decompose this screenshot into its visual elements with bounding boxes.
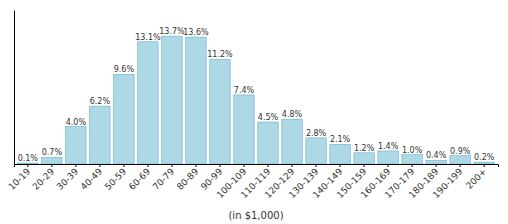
- data-label: 1.2%: [354, 144, 375, 153]
- bar: [114, 74, 134, 164]
- x-tick-mark: [27, 164, 28, 167]
- bar: [402, 155, 422, 164]
- x-axis: 10-1920-2930-3940-4950-5960-6970-7980-89…: [7, 164, 499, 200]
- bar: [282, 119, 302, 164]
- data-label: 13.7%: [159, 27, 185, 36]
- x-tick-mark: [195, 164, 196, 167]
- data-label: 1.0%: [402, 146, 423, 155]
- data-label: 11.2%: [207, 50, 233, 59]
- x-tick: 200+: [464, 164, 489, 191]
- x-tick-mark: [147, 164, 148, 167]
- x-axis-title: (in $1,000): [228, 210, 283, 221]
- data-label: 13.6%: [183, 28, 209, 37]
- x-tick-label: 200+: [464, 166, 489, 191]
- data-labels: 0.1%0.7% 4.0% 6.2% 9.6% 13.1%13.7%13.6% 11.2%…: [18, 27, 495, 163]
- data-label: 1.4%: [378, 142, 399, 151]
- bar: [474, 162, 494, 164]
- bar: [378, 151, 398, 164]
- data-label: 0.9%: [450, 147, 471, 156]
- x-tick-mark: [412, 164, 413, 167]
- x-tick-mark: [268, 164, 269, 167]
- x-tick-mark: [171, 164, 172, 167]
- x-tick-mark: [484, 164, 485, 167]
- x-tick-mark: [316, 164, 317, 167]
- x-tick-mark: [75, 164, 76, 167]
- x-tick-mark: [51, 164, 52, 167]
- x-tick: 70-79: [151, 164, 177, 192]
- x-tick-label: 30-39: [55, 166, 81, 192]
- data-label: 0.2%: [474, 153, 495, 162]
- x-tick: 190-199: [431, 164, 465, 200]
- x-tick-mark: [436, 164, 437, 167]
- bar: [354, 153, 374, 164]
- x-tick-mark: [364, 164, 365, 167]
- x-tick-label: 50-59: [103, 166, 129, 192]
- bar: [450, 156, 470, 164]
- data-label: 2.8%: [306, 129, 327, 138]
- data-label: 4.0%: [66, 118, 87, 127]
- bar: [186, 37, 206, 164]
- bar: [138, 42, 158, 164]
- data-label: 6.2%: [90, 97, 111, 106]
- x-tick: 50-59: [103, 164, 129, 192]
- x-axis-line: [15, 165, 499, 168]
- data-label: 9.6%: [114, 65, 135, 74]
- x-tick-label: 70-79: [151, 166, 177, 192]
- bar: [162, 36, 182, 164]
- x-tick: 60-69: [127, 164, 153, 192]
- bar: [90, 106, 110, 164]
- y-axis: [14, 11, 15, 165]
- data-label: 7.4%: [234, 86, 255, 95]
- chart: 10-1920-2930-3940-4950-5960-6970-7980-89…: [0, 0, 508, 224]
- x-tick-mark: [460, 164, 461, 167]
- x-tick-mark: [123, 164, 124, 167]
- x-tick-mark: [99, 164, 100, 167]
- x-tick: 30-39: [55, 164, 81, 192]
- data-label: 0.7%: [42, 148, 63, 157]
- x-tick: 10-19: [7, 164, 33, 192]
- x-tick: 80-89: [175, 164, 201, 192]
- bar: [66, 127, 86, 164]
- data-label: 4.5%: [258, 113, 279, 122]
- x-tick-mark: [388, 164, 389, 167]
- y-axis-line: [14, 11, 15, 165]
- x-tick: 40-49: [79, 164, 105, 192]
- x-tick-label: 20-29: [31, 166, 57, 192]
- x-tick-label: 80-89: [175, 166, 201, 192]
- bars: [18, 36, 495, 164]
- data-label: 13.1%: [135, 33, 161, 42]
- bar: [426, 160, 446, 164]
- plot: 10-1920-2930-3940-4950-5960-6970-7980-89…: [7, 11, 499, 201]
- data-label: 4.8%: [282, 110, 303, 119]
- bar: [210, 59, 230, 164]
- x-tick-label: 190-199: [431, 166, 465, 200]
- x-tick-label: 60-69: [127, 166, 153, 192]
- bar: [42, 157, 62, 164]
- x-tick-mark: [243, 164, 244, 167]
- x-tick-label: 10-19: [7, 166, 33, 192]
- x-tick-label: 40-49: [79, 166, 105, 192]
- x-tick-mark: [219, 164, 220, 167]
- bar: [234, 95, 254, 164]
- x-tick-mark: [340, 164, 341, 167]
- data-label: 0.1%: [18, 154, 39, 163]
- data-label: 2.1%: [330, 135, 351, 144]
- data-label: 0.4%: [426, 151, 447, 160]
- x-tick: 20-29: [31, 164, 57, 192]
- bar: [258, 122, 278, 164]
- bar: [306, 138, 326, 164]
- x-tick-mark: [292, 164, 293, 167]
- bar: [330, 144, 350, 164]
